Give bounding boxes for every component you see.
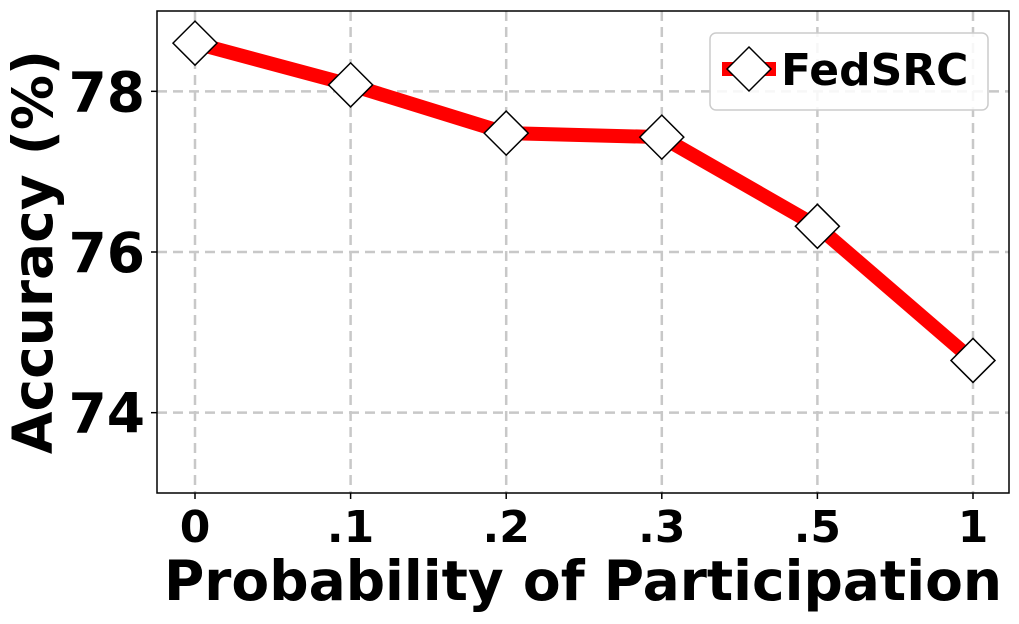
y-tick-label: 76 bbox=[68, 221, 145, 285]
series-line-fedsrc bbox=[193, 36, 978, 366]
data-point-diamond bbox=[638, 114, 685, 161]
axis-ticks: 0 .1 .2 .3 .5 1 74 76 78 bbox=[68, 60, 988, 553]
series-lines bbox=[193, 36, 978, 366]
legend-diamond-marker bbox=[725, 45, 773, 93]
y-tick-label: 78 bbox=[68, 60, 145, 124]
data-point-diamond bbox=[483, 110, 530, 157]
data-point-diamond bbox=[794, 203, 841, 250]
x-axis-label: Probability of Participation bbox=[164, 549, 1002, 613]
data-point-diamond bbox=[327, 61, 374, 108]
x-tick-label: 1 bbox=[958, 502, 989, 553]
data-point-diamond bbox=[949, 337, 997, 384]
legend: FedSRC bbox=[709, 32, 989, 111]
legend-label: FedSRC bbox=[781, 45, 968, 96]
x-tick-label: .2 bbox=[483, 502, 530, 553]
y-tick-label: 74 bbox=[68, 382, 145, 446]
x-tick-label: 0 bbox=[180, 502, 211, 553]
y-axis-label: Accuracy (%) bbox=[1, 50, 65, 454]
legend-box bbox=[709, 32, 989, 111]
x-tick-label: .3 bbox=[638, 502, 685, 553]
data-point-diamond bbox=[171, 20, 219, 67]
x-tick-label: .1 bbox=[327, 502, 374, 553]
data-markers bbox=[171, 20, 997, 384]
x-tick-label: .5 bbox=[794, 502, 841, 553]
